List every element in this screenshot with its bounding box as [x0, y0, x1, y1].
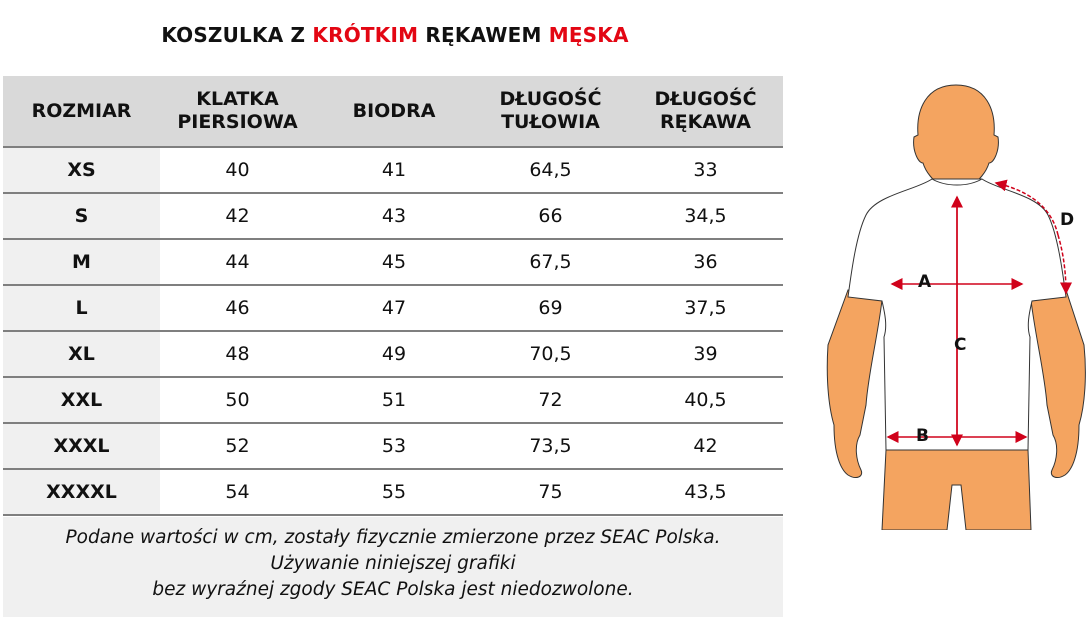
cell-hips: 49 — [381, 343, 407, 365]
page-title: KOSZULKA Z KRÓTKIM RĘKAWEM MĘSKA — [0, 23, 790, 47]
cell-chest: 40 — [225, 159, 250, 181]
cell-torso: 70,5 — [529, 343, 572, 365]
cell-torso: 69 — [538, 297, 563, 319]
cell-chest: 42 — [225, 205, 250, 227]
header-torso-length: DŁUGOŚĆ TUŁOWIA — [499, 88, 602, 133]
cell-chest: 46 — [225, 297, 250, 319]
table-row: XXXXL 54 55 75 43,5 — [3, 470, 783, 516]
header-chest: KLATKA PIERSIOWA — [177, 88, 298, 133]
cell-torso: 66 — [538, 205, 563, 227]
cell-chest: 44 — [225, 251, 250, 273]
header-hips: BIODRA — [352, 99, 436, 122]
body-diagram-icon: A B C D — [826, 84, 1086, 531]
cell-sleeve: 39 — [693, 343, 718, 365]
header-sleeve-length: DŁUGOŚĆ RĘKAWA — [654, 88, 757, 133]
cell-hips: 51 — [381, 389, 407, 411]
cell-hips: 43 — [381, 205, 407, 227]
cell-size: L — [3, 286, 160, 330]
title-part: RĘKAWEM — [418, 23, 549, 47]
disclaimer-line: Podane wartości w cm, zostały fizycznie … — [65, 527, 721, 548]
cell-hips: 47 — [381, 297, 407, 319]
cell-hips: 55 — [381, 481, 407, 503]
disclaimer-line: bez wyraźnej zgody SEAC Polska jest nied… — [152, 579, 634, 600]
cell-torso: 75 — [538, 481, 563, 503]
cell-torso: 67,5 — [529, 251, 572, 273]
cell-chest: 52 — [225, 435, 250, 457]
table-row: M 44 45 67,5 36 — [3, 240, 783, 286]
label-c: C — [954, 335, 966, 355]
cell-torso: 64,5 — [529, 159, 572, 181]
cell-size: XL — [3, 332, 160, 376]
cell-chest: 54 — [225, 481, 250, 503]
cell-size: XS — [3, 148, 160, 192]
title-part: KOSZULKA Z — [161, 23, 313, 47]
cell-sleeve: 34,5 — [684, 205, 727, 227]
cell-sleeve: 42 — [693, 435, 718, 457]
cell-chest: 48 — [225, 343, 250, 365]
title-part-highlight: MĘSKA — [548, 23, 629, 47]
cell-sleeve: 40,5 — [684, 389, 727, 411]
table-row: S 42 43 66 34,5 — [3, 194, 783, 240]
disclaimer-line: Używanie niniejszej grafiki — [270, 553, 516, 574]
cell-sleeve: 37,5 — [684, 297, 727, 319]
label-b: B — [916, 426, 929, 446]
label-a: A — [918, 272, 932, 292]
cell-sleeve: 33 — [693, 159, 718, 181]
table-header: ROZMIAR KLATKA PIERSIOWA BIODRA DŁUGOŚĆ TU… — [3, 76, 783, 148]
measurement-figure: A B C D — [826, 75, 1087, 531]
cell-torso: 73,5 — [529, 435, 572, 457]
cell-size: M — [3, 240, 160, 284]
cell-hips: 53 — [381, 435, 407, 457]
cell-hips: 45 — [381, 251, 407, 273]
table-row: XXXL 52 53 73,5 42 — [3, 424, 783, 470]
table-row: L 46 47 69 37,5 — [3, 286, 783, 332]
cell-torso: 72 — [538, 389, 563, 411]
cell-chest: 50 — [225, 389, 250, 411]
disclaimer: Podane wartości w cm, zostały fizycznie … — [3, 517, 783, 617]
title-part-highlight: KRÓTKIM — [312, 23, 419, 47]
cell-hips: 41 — [381, 159, 407, 181]
table-row: XL 48 49 70,5 39 — [3, 332, 783, 378]
table-row: XS 40 41 64,5 33 — [3, 148, 783, 194]
cell-size: XXXXL — [3, 470, 160, 514]
label-d: D — [1060, 210, 1074, 230]
cell-size: XXL — [3, 378, 160, 422]
size-table: ROZMIAR KLATKA PIERSIOWA BIODRA DŁUGOŚĆ TU… — [3, 76, 783, 516]
cell-sleeve: 36 — [693, 251, 718, 273]
header-size: ROZMIAR — [31, 99, 132, 122]
cell-size: XXXL — [3, 424, 160, 468]
cell-size: S — [3, 194, 160, 238]
table-row: XXL 50 51 72 40,5 — [3, 378, 783, 424]
cell-sleeve: 43,5 — [684, 481, 727, 503]
